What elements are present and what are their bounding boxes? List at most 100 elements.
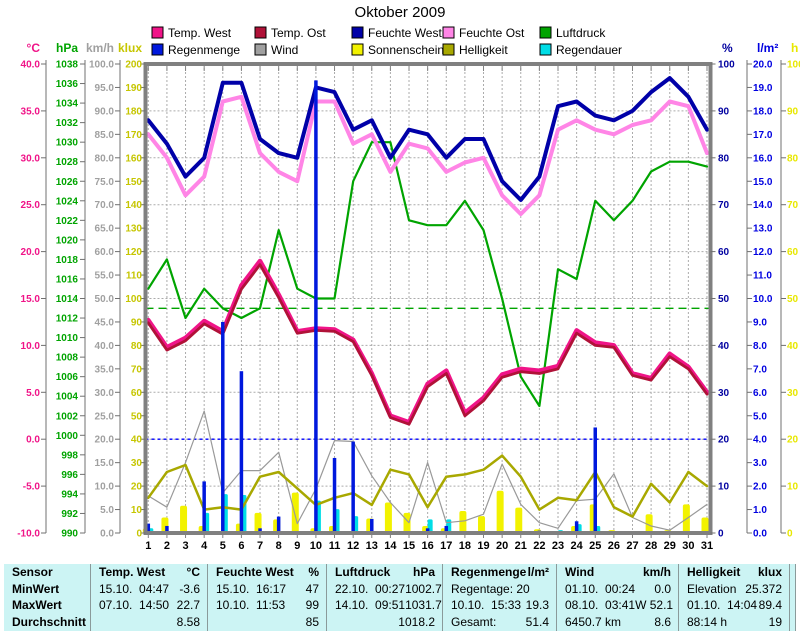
svg-text:1016: 1016	[56, 274, 79, 285]
stats-cell-luftdruck-durchschnitt: 1018.2	[398, 615, 435, 630]
svg-text:180: 180	[125, 106, 142, 117]
stats-header-luftdruck: Luftdruck hPa	[335, 565, 435, 579]
svg-text:13.0: 13.0	[753, 224, 773, 235]
weather-chart: 1 2 3 4 5 6 7 8 9 10 11 12 13 14 15 16 17 18 19 20 21 22 23 24 2…	[17, 26, 800, 552]
svg-text:15.0: 15.0	[95, 458, 115, 469]
svg-text:40: 40	[718, 341, 730, 352]
svg-text:22: 22	[533, 540, 545, 552]
svg-text:150: 150	[125, 177, 142, 188]
legend-item-feuchte-ost: Feuchte Ost	[442, 26, 525, 40]
legend-item-temp-west: Temp. West	[151, 26, 232, 40]
svg-text:30: 30	[682, 540, 694, 552]
svg-text:21: 21	[515, 540, 527, 552]
svg-text:26: 26	[608, 540, 620, 552]
svg-text:17: 17	[440, 540, 452, 552]
row-label-maxwert: MaxWert	[12, 598, 62, 613]
svg-text:998: 998	[61, 450, 78, 461]
svg-text:20: 20	[131, 482, 143, 493]
svg-text:Feuchte West: Feuchte West	[368, 26, 442, 40]
row-label-minwert: MinWert	[12, 581, 60, 596]
svg-text:18: 18	[459, 540, 471, 552]
svg-text:1014: 1014	[56, 294, 79, 305]
legend-swatch-regendauer	[539, 43, 552, 56]
svg-text:7.0: 7.0	[753, 364, 767, 375]
stats-cell-regenmenge-maxwert: 10.10. 15:33 19.3	[451, 598, 549, 613]
svg-text:5.0: 5.0	[753, 411, 767, 422]
svg-text:27: 27	[626, 540, 638, 552]
svg-text:15: 15	[403, 540, 415, 552]
svg-text:10: 10	[787, 482, 799, 493]
svg-text:992: 992	[61, 509, 78, 520]
legend-swatch-regenmenge	[151, 43, 164, 56]
svg-text:9.0: 9.0	[753, 317, 767, 328]
svg-text:Temp. West: Temp. West	[168, 26, 232, 40]
chart-title: Oktober 2009	[354, 4, 446, 21]
axis-right-h: 0 10 20 30 40 50 60 70 80 90 100 h	[780, 41, 800, 540]
svg-text:0.0: 0.0	[100, 529, 114, 540]
svg-text:Regendauer: Regendauer	[556, 43, 622, 57]
series-feuchte-ost	[146, 94, 709, 217]
svg-text:16.0: 16.0	[753, 153, 773, 164]
svg-text:1010: 1010	[56, 333, 79, 344]
axis-unit-hpa: hPa	[56, 41, 78, 55]
svg-text:1034: 1034	[56, 99, 79, 110]
svg-text:1020: 1020	[56, 235, 79, 246]
svg-text:40.0: 40.0	[95, 341, 115, 352]
stats-table: Sensor MinWert MaxWert Durchschnitt Temp. We…	[4, 564, 796, 631]
stats-cell-feuchte-west-minwert: 15.10. 16:17 47	[216, 581, 319, 596]
svg-text:12: 12	[347, 540, 359, 552]
axis-left-c: -10.0 -5.0 0.0 5.0 10.0 15.0 20.0 25.0 30.0 35.0 4…	[17, 41, 47, 540]
svg-text:1002: 1002	[56, 411, 79, 422]
legend-swatch-luftdruck	[539, 26, 552, 39]
stats-header-regenmenge: Regenmenge l/m²	[451, 565, 549, 579]
svg-text:18.0: 18.0	[753, 106, 773, 117]
stats-cell-regenmenge-minwert: Regentage: 20	[451, 581, 530, 596]
svg-text:19: 19	[477, 540, 489, 552]
stats-header-temp-west: Temp. West °C	[99, 565, 200, 579]
svg-text:5.0: 5.0	[100, 505, 114, 516]
svg-text:-10.0: -10.0	[17, 529, 40, 540]
svg-text:14: 14	[384, 540, 397, 552]
stats-column-temp-west: Temp. West °C 15.10. 04:47 -3.6 07.10. 14:50…	[90, 564, 207, 631]
legend-item-temp-ost: Temp. Ost	[254, 26, 326, 40]
svg-text:70.0: 70.0	[95, 200, 115, 211]
svg-text:20: 20	[787, 435, 799, 446]
stats-column-luftdruck: Luftdruck hPa 22.10. 00:27 1002.7 14.10. 09:…	[326, 564, 442, 631]
legend-item-helligkeit: Helligkeit	[442, 43, 508, 57]
svg-text:1022: 1022	[56, 216, 79, 227]
stats-cell-wind-durchschnitt: 6450.7 km 8.6	[565, 615, 671, 630]
svg-text:65.0: 65.0	[95, 224, 115, 235]
svg-text:120: 120	[125, 247, 142, 258]
stats-header-feuchte-west: Feuchte West%	[216, 565, 319, 579]
svg-text:1008: 1008	[56, 353, 79, 364]
svg-text:10: 10	[131, 505, 143, 516]
legend-item-wind: Wind	[254, 43, 298, 57]
legend-item-regendauer: Regendauer	[539, 43, 622, 57]
stats-cell-wind-maxwert: 08.10. 03:41 W 52.1	[565, 598, 674, 613]
svg-text:80: 80	[787, 153, 799, 164]
svg-text:2: 2	[164, 540, 170, 552]
svg-text:4: 4	[201, 540, 208, 552]
svg-text:30: 30	[718, 388, 730, 399]
legend-swatch-sonnenschein	[351, 43, 364, 56]
axis-unit-c: °C	[27, 41, 41, 55]
svg-text:25: 25	[589, 540, 601, 552]
svg-text:10.0: 10.0	[753, 294, 773, 305]
stats-cell-helligkeit-maxwert: 01.10. 14:04 89.4	[687, 598, 782, 613]
x-axis: 1 2 3 4 5 6 7 8 9 10 11 12 13 14 15 16 17 18 19 20 21 22 23 24 2…	[145, 66, 713, 552]
stats-header-wind: Wind km/h	[565, 565, 671, 579]
svg-text:70: 70	[131, 364, 143, 375]
svg-text:60: 60	[787, 247, 799, 258]
svg-text:996: 996	[61, 470, 78, 481]
stats-column-regenmenge: Regenmenge l/m² Regentage: 20 10.10. 15:33 1…	[442, 564, 556, 631]
svg-text:3.0: 3.0	[753, 458, 767, 469]
stats-cell-feuchte-west-maxwert: 10.10. 11:53 99	[216, 598, 319, 613]
row-label-durchschnitt: Durchschnitt	[12, 615, 87, 630]
svg-text:85.0: 85.0	[95, 130, 115, 141]
legend-swatch-wind	[254, 43, 267, 56]
svg-text:1038: 1038	[56, 60, 79, 71]
svg-text:1006: 1006	[56, 372, 79, 383]
stats-column-helligkeit: Helligkeit klux Elevation 25.372 01.10. 14:0…	[678, 564, 790, 631]
svg-text:31: 31	[701, 540, 713, 552]
stats-cell-temp-west-maxwert: 07.10. 14:50 22.7	[99, 598, 200, 613]
